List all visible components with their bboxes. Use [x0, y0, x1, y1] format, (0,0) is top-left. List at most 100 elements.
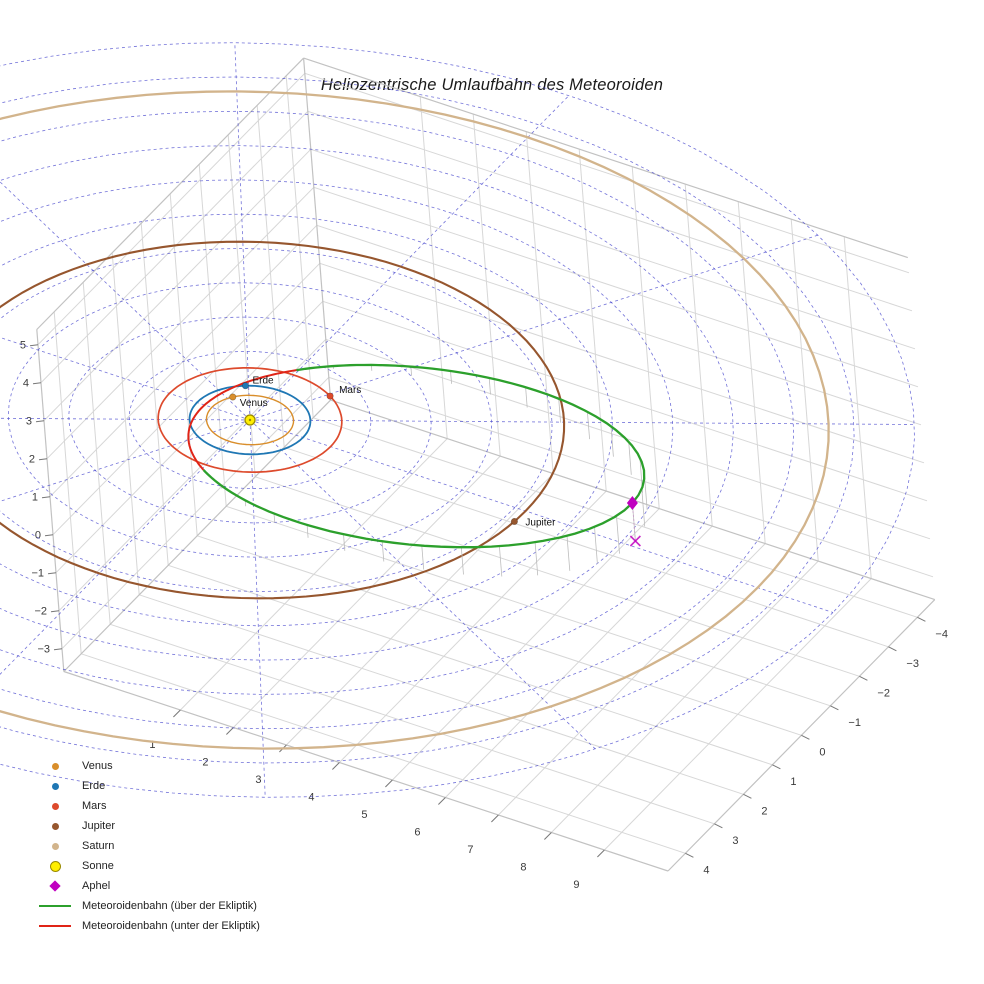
x-tick-label: 2	[202, 757, 208, 769]
legend-item: Aphel	[34, 876, 260, 896]
ecliptic-spoke	[234, 42, 251, 421]
z-tick-label: 0	[35, 530, 41, 542]
y-tick-label: −2	[877, 687, 890, 699]
planet-label: Venus	[240, 398, 268, 409]
ecliptic-ring	[0, 179, 674, 661]
ecliptic-spoke	[249, 419, 266, 798]
z-tick-label: 4	[23, 378, 29, 390]
wall-gridline	[325, 338, 931, 540]
wall-gridline	[40, 110, 309, 384]
legend-item: Venus	[34, 756, 260, 776]
y-tick-label: 1	[790, 776, 796, 788]
x-tick-label: 6	[414, 827, 420, 839]
wall-gridline	[61, 376, 330, 650]
legend-item: Meteoroidenbahn (unter der Ekliptik)	[34, 916, 260, 936]
z-tick-label: 5	[20, 340, 26, 352]
legend: Venus Erde Mars Jupiter Saturn Sonne Aphel Mete…	[34, 756, 260, 936]
wall-gridline	[790, 219, 819, 562]
legend-item: Erde	[34, 776, 260, 796]
x-tick-label: 8	[520, 862, 526, 874]
wall-gridline	[737, 201, 766, 544]
stem-line	[381, 541, 385, 562]
floor-gridline	[197, 535, 802, 736]
y-tick-label: −4	[935, 628, 948, 640]
z-tick-label: −2	[34, 606, 47, 618]
floor-gridline	[226, 505, 831, 707]
legend-label: Erde	[82, 780, 106, 792]
planet-label: Mars	[339, 385, 361, 396]
orbit-jupiter	[0, 240, 566, 600]
legend-label: Mars	[82, 800, 107, 812]
chart-title: Heliozentrische Umlaufbahn des Meteoroid…	[320, 76, 664, 94]
stem-line	[566, 535, 571, 571]
x-tick-label: 7	[467, 844, 473, 856]
x-tick-label: 3	[255, 774, 261, 786]
planet-marker-venus	[229, 393, 237, 401]
legend-label: Meteoroidenbahn (über der Ekliptik)	[82, 900, 257, 912]
stem-line	[641, 488, 646, 527]
z-tick-label: −1	[31, 568, 44, 580]
wall-gridline	[58, 338, 327, 612]
wall-gridline	[43, 148, 312, 422]
legend-label: Venus	[82, 760, 113, 772]
x-tick-label: 4	[308, 792, 314, 804]
floor-gridline	[139, 594, 744, 795]
wall-gridline	[169, 193, 198, 536]
floor-gridline	[81, 653, 686, 854]
legend-dot-icon	[34, 782, 76, 790]
stem-line	[421, 545, 425, 570]
aphel-marker-icon	[626, 496, 638, 510]
legend-dot-icon	[34, 842, 76, 850]
legend-label: Saturn	[82, 840, 115, 852]
x-tick-label: 9	[573, 879, 579, 891]
wall-gridline	[319, 262, 925, 464]
wall-gridline	[285, 75, 314, 418]
orbit-saturn	[0, 90, 830, 750]
ecliptic-spoke	[0, 417, 251, 421]
ecliptic-ring	[0, 42, 915, 798]
wall-gridline	[304, 72, 910, 274]
legend-label: Meteoroidenbahn (unter der Ekliptik)	[82, 920, 260, 932]
x-tick-label: 5	[361, 809, 367, 821]
legend-dot-large-icon	[34, 860, 76, 872]
stem-line	[628, 441, 632, 475]
wall-gridline	[46, 186, 315, 460]
legend-diamond-icon	[34, 880, 76, 892]
stem-line	[343, 534, 346, 551]
ecliptic-spoke	[249, 419, 915, 425]
wall-gridline	[419, 96, 448, 439]
wall-gridline	[307, 110, 913, 312]
wall-gridline	[316, 224, 922, 426]
wall-gridline	[843, 236, 872, 579]
y-tick-label: 2	[761, 805, 767, 817]
ecliptic-spoke	[0, 337, 251, 421]
legend-dot-icon	[34, 802, 76, 810]
y-tick-label: 4	[703, 864, 709, 876]
stem-line	[558, 398, 561, 423]
ecliptic-spoke	[249, 95, 570, 421]
y-tick-label: 0	[819, 746, 825, 758]
legend-line-icon	[34, 904, 76, 908]
wall-gridline	[322, 300, 928, 502]
x-tick-label: 1	[149, 739, 155, 751]
wall-gridline	[578, 149, 607, 492]
stem-line	[587, 411, 590, 440]
legend-dot-icon	[34, 762, 76, 770]
legend-item: Meteoroidenbahn (über der Ekliptik)	[34, 896, 260, 916]
wall-gridline	[49, 224, 318, 498]
planet-marker-jupiter	[510, 517, 518, 525]
floor-gridline	[168, 564, 773, 766]
floor-gridline	[284, 446, 889, 648]
legend-label: Jupiter	[82, 820, 116, 832]
stem-line	[594, 526, 598, 564]
stem-line	[410, 366, 412, 376]
stem-line	[499, 546, 503, 577]
legend-dot-icon	[34, 822, 76, 830]
meteoroid-orbit-below	[187, 369, 297, 471]
stem-line	[488, 377, 491, 395]
stem-line	[610, 426, 614, 457]
legend-item: Saturn	[34, 836, 260, 856]
floor-gridline	[255, 476, 860, 677]
